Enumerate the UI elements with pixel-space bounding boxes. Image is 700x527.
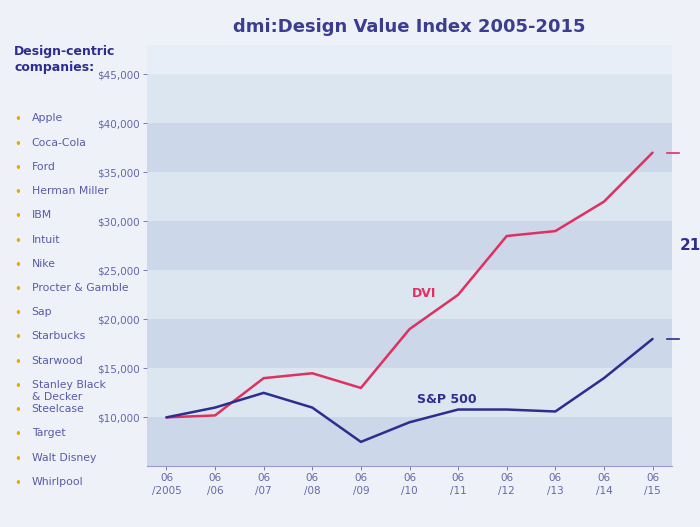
- Text: Procter & Gamble: Procter & Gamble: [32, 283, 128, 293]
- Text: •: •: [14, 453, 21, 466]
- Text: Herman Miller: Herman Miller: [32, 186, 108, 196]
- Text: 211%: 211%: [679, 238, 700, 253]
- Text: •: •: [14, 331, 21, 345]
- Text: Coca-Cola: Coca-Cola: [32, 138, 86, 148]
- Text: Design-centric
companies:: Design-centric companies:: [14, 45, 116, 74]
- Text: DVI: DVI: [412, 287, 436, 300]
- Text: Starwood: Starwood: [32, 356, 83, 366]
- Text: Starbucks: Starbucks: [32, 331, 86, 341]
- Text: Target: Target: [32, 428, 65, 438]
- Text: •: •: [14, 283, 21, 296]
- Text: Apple: Apple: [32, 113, 63, 123]
- Bar: [147, 221, 672, 270]
- Text: •: •: [14, 138, 21, 151]
- Text: IBM: IBM: [32, 210, 52, 220]
- Text: Ford: Ford: [32, 162, 55, 172]
- Text: •: •: [14, 404, 21, 417]
- Text: Walt Disney: Walt Disney: [32, 453, 96, 463]
- Text: •: •: [14, 477, 21, 490]
- Text: •: •: [14, 113, 21, 126]
- Text: •: •: [14, 380, 21, 393]
- Text: Stanley Black
& Decker: Stanley Black & Decker: [32, 380, 106, 402]
- Text: Nike: Nike: [32, 259, 55, 269]
- Title: dmi:Design Value Index 2005-2015: dmi:Design Value Index 2005-2015: [233, 18, 586, 36]
- Bar: [147, 368, 672, 417]
- Text: •: •: [14, 210, 21, 223]
- Bar: [147, 172, 672, 221]
- Text: Whirlpool: Whirlpool: [32, 477, 83, 487]
- Text: S&P 500: S&P 500: [416, 393, 477, 406]
- Bar: [147, 319, 672, 368]
- Text: Sap: Sap: [32, 307, 52, 317]
- Text: •: •: [14, 235, 21, 248]
- Text: Steelcase: Steelcase: [32, 404, 84, 414]
- Text: •: •: [14, 259, 21, 272]
- Bar: [147, 74, 672, 123]
- Bar: [147, 270, 672, 319]
- Text: •: •: [14, 307, 21, 320]
- Text: •: •: [14, 428, 21, 442]
- Bar: [147, 417, 672, 466]
- Text: Intuit: Intuit: [32, 235, 60, 245]
- Bar: [147, 123, 672, 172]
- Text: •: •: [14, 162, 21, 175]
- Text: •: •: [14, 186, 21, 199]
- Text: •: •: [14, 356, 21, 369]
